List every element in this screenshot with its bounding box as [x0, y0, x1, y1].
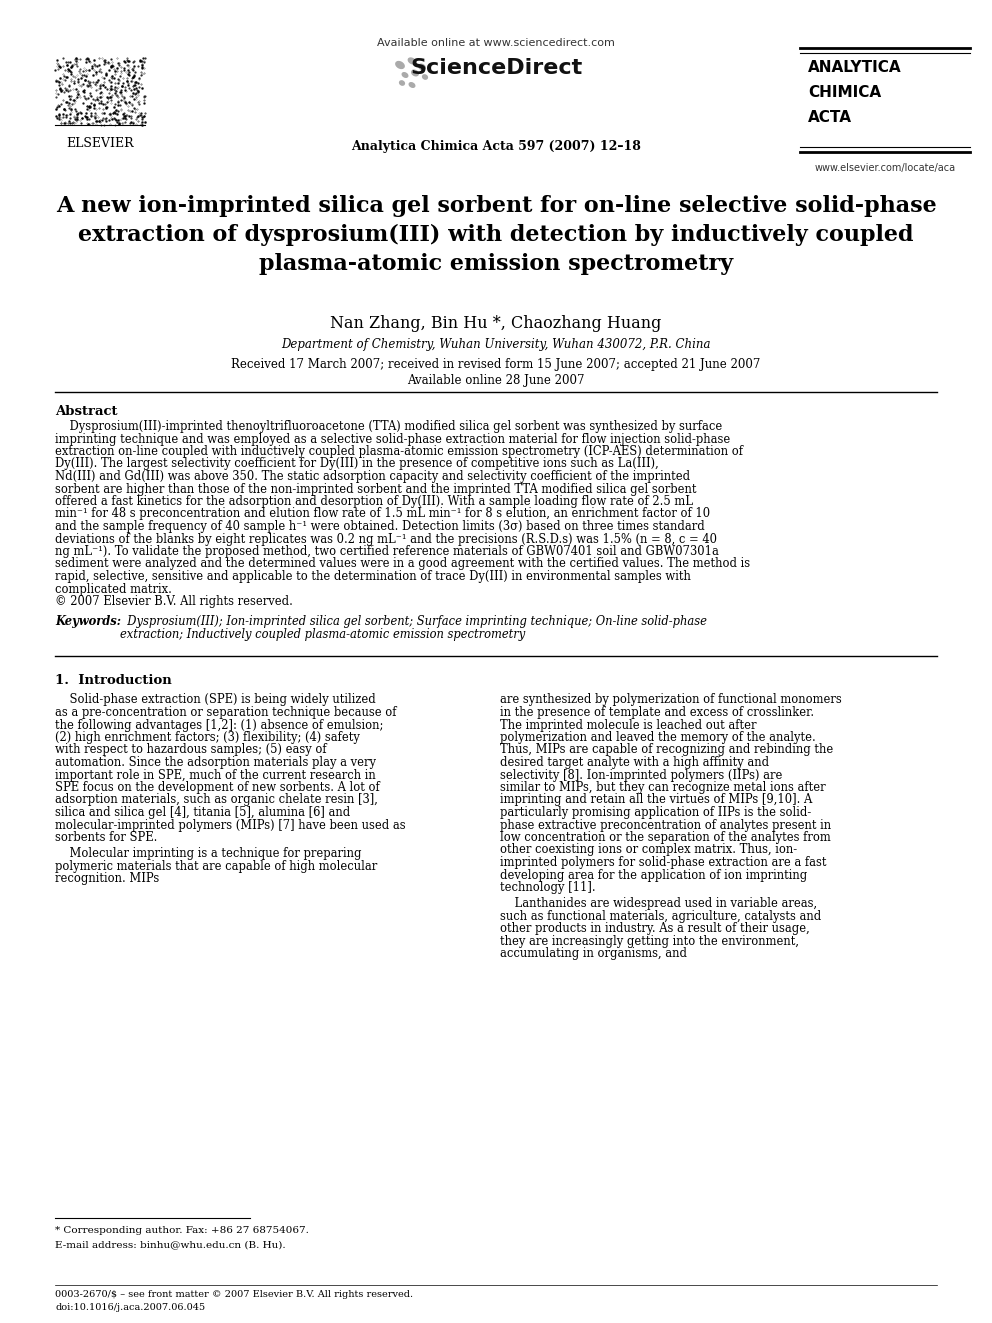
Text: imprinted polymers for solid-phase extraction are a fast: imprinted polymers for solid-phase extra… — [500, 856, 826, 869]
Text: Lanthanides are widespread used in variable areas,: Lanthanides are widespread used in varia… — [500, 897, 817, 910]
Text: phase extractive preconcentration of analytes present in: phase extractive preconcentration of ana… — [500, 819, 831, 831]
Ellipse shape — [412, 70, 419, 75]
Text: particularly promising application of IIPs is the solid-: particularly promising application of II… — [500, 806, 811, 819]
Text: similar to MIPs, but they can recognize metal ions after: similar to MIPs, but they can recognize … — [500, 781, 825, 794]
Text: doi:10.1016/j.aca.2007.06.045: doi:10.1016/j.aca.2007.06.045 — [55, 1303, 205, 1312]
Text: other products in industry. As a result of their usage,: other products in industry. As a result … — [500, 922, 809, 935]
Text: Nan Zhang, Bin Hu *, Chaozhang Huang: Nan Zhang, Bin Hu *, Chaozhang Huang — [330, 315, 662, 332]
Text: (2) high enrichment factors; (3) flexibility; (4) safety: (2) high enrichment factors; (3) flexibi… — [55, 732, 360, 744]
Text: desired target analyte with a high affinity and: desired target analyte with a high affin… — [500, 755, 769, 769]
Text: SPE focus on the development of new sorbents. A lot of: SPE focus on the development of new sorb… — [55, 781, 380, 794]
Text: automation. Since the adsorption materials play a very: automation. Since the adsorption materia… — [55, 755, 376, 769]
Text: sorbent are higher than those of the non-imprinted sorbent and the imprinted TTA: sorbent are higher than those of the non… — [55, 483, 696, 496]
Text: imprinting technique and was employed as a selective solid-phase extraction mate: imprinting technique and was employed as… — [55, 433, 730, 446]
Text: The imprinted molecule is leached out after: The imprinted molecule is leached out af… — [500, 718, 757, 732]
Text: selectivity [8]. Ion-imprinted polymers (IIPs) are: selectivity [8]. Ion-imprinted polymers … — [500, 769, 783, 782]
Text: ScienceDirect: ScienceDirect — [410, 58, 582, 78]
Text: A new ion-imprinted silica gel sorbent for on-line selective solid-phase
extract: A new ion-imprinted silica gel sorbent f… — [56, 194, 936, 275]
Text: Dy(III). The largest selectivity coefficient for Dy(III) in the presence of comp: Dy(III). The largest selectivity coeffic… — [55, 458, 659, 471]
Text: such as functional materials, agriculture, catalysts and: such as functional materials, agricultur… — [500, 910, 821, 922]
Text: * Corresponding author. Fax: +86 27 68754067.: * Corresponding author. Fax: +86 27 6875… — [55, 1226, 309, 1234]
Ellipse shape — [396, 62, 404, 69]
Text: Molecular imprinting is a technique for preparing: Molecular imprinting is a technique for … — [55, 847, 361, 860]
Text: Abstract: Abstract — [55, 405, 117, 418]
Text: developing area for the application of ion imprinting: developing area for the application of i… — [500, 868, 807, 881]
Text: sorbents for SPE.: sorbents for SPE. — [55, 831, 158, 844]
Text: Received 17 March 2007; received in revised form 15 June 2007; accepted 21 June : Received 17 March 2007; received in revi… — [231, 359, 761, 370]
Text: Dysprosium(III)-imprinted thenoyltrifluoroacetone (TTA) modified silica gel sorb: Dysprosium(III)-imprinted thenoyltrifluo… — [55, 419, 722, 433]
Text: Solid-phase extraction (SPE) is being widely utilized: Solid-phase extraction (SPE) is being wi… — [55, 693, 376, 706]
Text: they are increasingly getting into the environment,: they are increasingly getting into the e… — [500, 935, 799, 947]
Text: sediment were analyzed and the determined values were in a good agreement with t: sediment were analyzed and the determine… — [55, 557, 750, 570]
Text: Nd(III) and Gd(III) was above 350. The static adsorption capacity and selectivit: Nd(III) and Gd(III) was above 350. The s… — [55, 470, 690, 483]
Text: technology [11].: technology [11]. — [500, 881, 595, 894]
Text: and the sample frequency of 40 sample h⁻¹ were obtained. Detection limits (3σ) b: and the sample frequency of 40 sample h⁻… — [55, 520, 704, 533]
Text: ANALYTICA: ANALYTICA — [808, 60, 902, 75]
Text: as a pre-concentration or separation technique because of: as a pre-concentration or separation tec… — [55, 706, 397, 718]
Text: Dysprosium(III); Ion-imprinted silica gel sorbent; Surface imprinting technique;: Dysprosium(III); Ion-imprinted silica ge… — [120, 615, 707, 628]
Text: polymerization and leaved the memory of the analyte.: polymerization and leaved the memory of … — [500, 732, 815, 744]
Text: ELSEVIER: ELSEVIER — [66, 138, 134, 149]
Text: min⁻¹ for 48 s preconcentration and elution flow rate of 1.5 mL min⁻¹ for 8 s el: min⁻¹ for 48 s preconcentration and elut… — [55, 508, 710, 520]
Text: Analytica Chimica Acta 597 (2007) 12–18: Analytica Chimica Acta 597 (2007) 12–18 — [351, 140, 641, 153]
Text: ng mL⁻¹). To validate the proposed method, two certified reference materials of : ng mL⁻¹). To validate the proposed metho… — [55, 545, 719, 558]
Ellipse shape — [419, 65, 426, 70]
Text: © 2007 Elsevier B.V. All rights reserved.: © 2007 Elsevier B.V. All rights reserved… — [55, 595, 293, 609]
Text: Available online 28 June 2007: Available online 28 June 2007 — [408, 374, 584, 388]
Text: offered a fast kinetics for the adsorption and desorption of Dy(III). With a sam: offered a fast kinetics for the adsorpti… — [55, 495, 693, 508]
Text: extraction; Inductively coupled plasma-atomic emission spectrometry: extraction; Inductively coupled plasma-a… — [120, 628, 525, 642]
Text: Thus, MIPs are capable of recognizing and rebinding the: Thus, MIPs are capable of recognizing an… — [500, 744, 833, 757]
Text: Keywords:: Keywords: — [55, 615, 121, 628]
Ellipse shape — [410, 83, 415, 87]
Text: molecular-imprinted polymers (MIPs) [7] have been used as: molecular-imprinted polymers (MIPs) [7] … — [55, 819, 406, 831]
Text: silica and silica gel [4], titania [5], alumina [6] and: silica and silica gel [4], titania [5], … — [55, 806, 350, 819]
Ellipse shape — [423, 75, 428, 79]
Text: E-mail address: binhu@whu.edu.cn (B. Hu).: E-mail address: binhu@whu.edu.cn (B. Hu)… — [55, 1240, 286, 1249]
Ellipse shape — [400, 81, 405, 85]
Text: polymeric materials that are capable of high molecular: polymeric materials that are capable of … — [55, 860, 377, 873]
Text: in the presence of template and excess of crosslinker.: in the presence of template and excess o… — [500, 706, 814, 718]
Text: are synthesized by polymerization of functional monomers: are synthesized by polymerization of fun… — [500, 693, 842, 706]
Text: with respect to hazardous samples; (5) easy of: with respect to hazardous samples; (5) e… — [55, 744, 326, 757]
Text: 0003-2670/$ – see front matter © 2007 Elsevier B.V. All rights reserved.: 0003-2670/$ – see front matter © 2007 El… — [55, 1290, 413, 1299]
Text: deviations of the blanks by eight replicates was 0.2 ng mL⁻¹ and the precisions : deviations of the blanks by eight replic… — [55, 532, 717, 545]
Text: complicated matrix.: complicated matrix. — [55, 582, 172, 595]
Text: Department of Chemistry, Wuhan University, Wuhan 430072, P.R. China: Department of Chemistry, Wuhan Universit… — [282, 337, 710, 351]
Text: low concentration or the separation of the analytes from: low concentration or the separation of t… — [500, 831, 830, 844]
Text: 1.  Introduction: 1. Introduction — [55, 673, 172, 687]
Text: imprinting and retain all the virtues of MIPs [9,10]. A: imprinting and retain all the virtues of… — [500, 794, 812, 807]
Ellipse shape — [402, 73, 408, 77]
Text: www.elsevier.com/locate/aca: www.elsevier.com/locate/aca — [814, 163, 955, 173]
Text: recognition. MIPs: recognition. MIPs — [55, 872, 160, 885]
Text: ACTA: ACTA — [808, 110, 852, 124]
Text: extraction on-line coupled with inductively coupled plasma-atomic emission spect: extraction on-line coupled with inductiv… — [55, 445, 743, 458]
Text: rapid, selective, sensitive and applicable to the determination of trace Dy(III): rapid, selective, sensitive and applicab… — [55, 570, 690, 583]
Text: CHIMICA: CHIMICA — [808, 85, 881, 101]
Text: other coexisting ions or complex matrix. Thus, ion-: other coexisting ions or complex matrix.… — [500, 844, 798, 856]
Text: Available online at www.sciencedirect.com: Available online at www.sciencedirect.co… — [377, 38, 615, 48]
Text: important role in SPE, much of the current research in: important role in SPE, much of the curre… — [55, 769, 376, 782]
Text: adsorption materials, such as organic chelate resin [3],: adsorption materials, such as organic ch… — [55, 794, 378, 807]
Ellipse shape — [409, 58, 416, 64]
Text: the following advantages [1,2]: (1) absence of emulsion;: the following advantages [1,2]: (1) abse… — [55, 718, 383, 732]
Text: accumulating in organisms, and: accumulating in organisms, and — [500, 947, 687, 960]
